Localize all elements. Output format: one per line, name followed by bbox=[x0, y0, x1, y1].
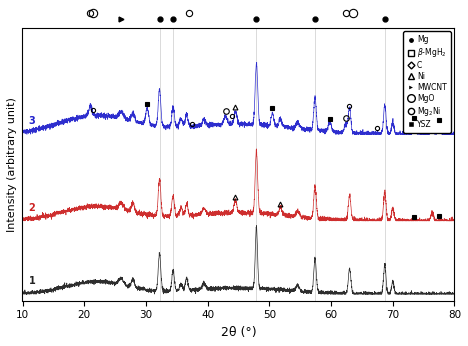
Text: 2: 2 bbox=[29, 202, 36, 212]
Text: 3: 3 bbox=[29, 116, 36, 126]
Legend: Mg, $\beta$-MgH$_2$, C, Ni, MWCNT, MgO, Mg$_2$Ni, YSZ: Mg, $\beta$-MgH$_2$, C, Ni, MWCNT, MgO, … bbox=[403, 31, 451, 133]
Y-axis label: Intensity (arbitrary unit): Intensity (arbitrary unit) bbox=[7, 97, 17, 232]
X-axis label: 2θ (°): 2θ (°) bbox=[221, 326, 256, 339]
Text: 1: 1 bbox=[29, 276, 36, 286]
